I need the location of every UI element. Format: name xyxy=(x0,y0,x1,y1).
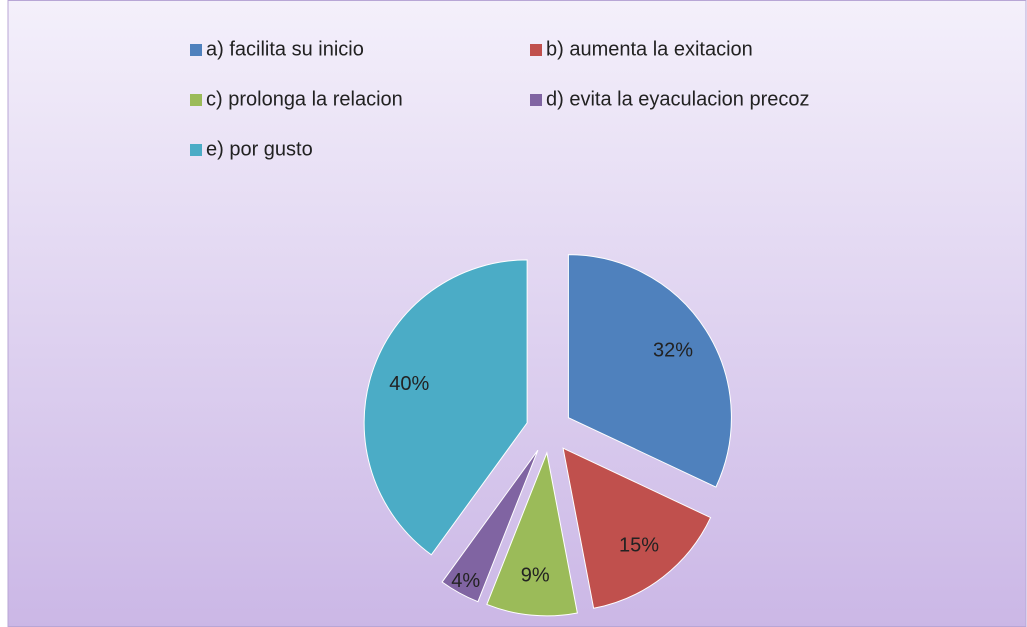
legend-swatch xyxy=(190,144,202,156)
legend-swatch xyxy=(190,44,202,56)
legend-label: b) aumenta la exitacion xyxy=(546,38,753,60)
legend-swatch xyxy=(530,94,542,106)
data-label: 40% xyxy=(389,373,429,395)
legend-label: e) por gusto xyxy=(206,138,313,160)
data-label: 9% xyxy=(521,565,550,587)
legend-label: c) prolonga la relacion xyxy=(206,88,403,110)
data-label: 32% xyxy=(653,340,693,362)
legend-label: a) facilita su inicio xyxy=(206,38,364,60)
pie-slice xyxy=(363,259,528,556)
data-label: 4% xyxy=(451,570,480,592)
pie-slice xyxy=(567,254,732,488)
pie-slice xyxy=(486,451,578,617)
legend-swatch xyxy=(530,44,542,56)
pie-slice xyxy=(441,449,539,603)
pie-slice xyxy=(562,447,712,609)
data-label: 15% xyxy=(619,534,659,556)
legend-swatch xyxy=(190,94,202,106)
legend-label: d) evita la eyaculacion precoz xyxy=(546,88,809,110)
